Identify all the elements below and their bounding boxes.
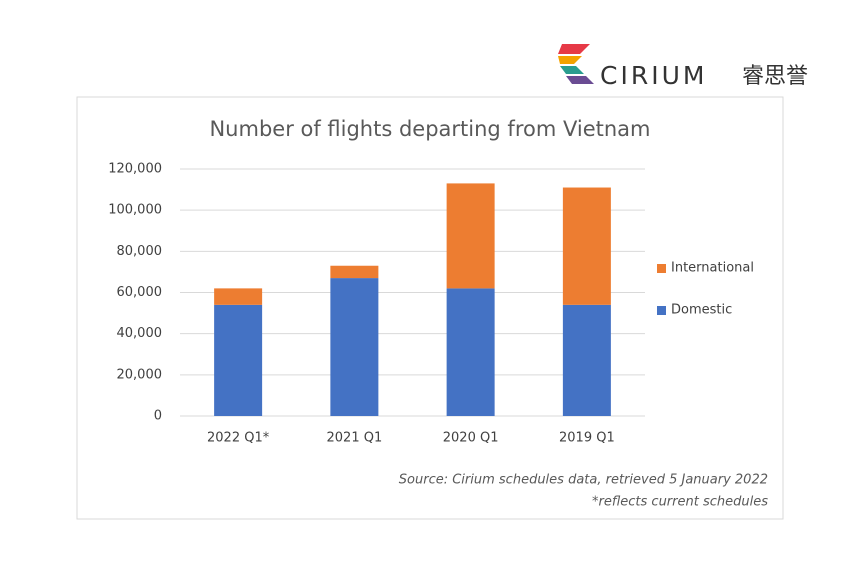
y-tick-label: 100,000: [108, 203, 162, 218]
bar-segment: [446, 288, 495, 416]
y-tick-label: 0: [154, 409, 162, 424]
legend-label: Domestic: [671, 303, 732, 318]
chart-title: Number of flights departing from Vietnam: [209, 117, 650, 141]
bar-segment: [446, 183, 495, 289]
plot: 0 20,000 40,000 60,000 80,000 100,000 120,000 2…: [108, 162, 754, 446]
bar-segment: [330, 265, 379, 279]
y-tick-label: 40,000: [117, 326, 163, 341]
bar-segment: [214, 304, 263, 416]
logo-name: CIRIUM: [600, 61, 707, 90]
bar-segment: [214, 288, 263, 305]
x-tick-label: 2019 Q1: [559, 431, 615, 446]
x-tick-label: 2020 Q1: [443, 431, 499, 446]
bar-segment: [330, 278, 379, 416]
source: Source: Cirium schedules data, retrieved…: [399, 473, 768, 488]
legend-label: International: [671, 261, 754, 276]
logo-chinese: 睿思誉: [742, 64, 808, 89]
logo-icon: [558, 44, 594, 84]
legend-swatch: [657, 264, 666, 273]
y-tick-label: 60,000: [117, 285, 163, 300]
y-tick-label: 120,000: [108, 162, 162, 177]
y-tick-label: 20,000: [117, 367, 163, 382]
note: *reflects current schedules: [592, 495, 768, 510]
x-tick-label: 2021 Q1: [327, 431, 383, 446]
legend-swatch: [657, 306, 666, 315]
bar-segment: [562, 304, 611, 416]
x-tick-label: 2022 Q1*: [207, 431, 270, 446]
y-tick-label: 80,000: [117, 244, 163, 259]
bar-segment: [562, 187, 611, 305]
